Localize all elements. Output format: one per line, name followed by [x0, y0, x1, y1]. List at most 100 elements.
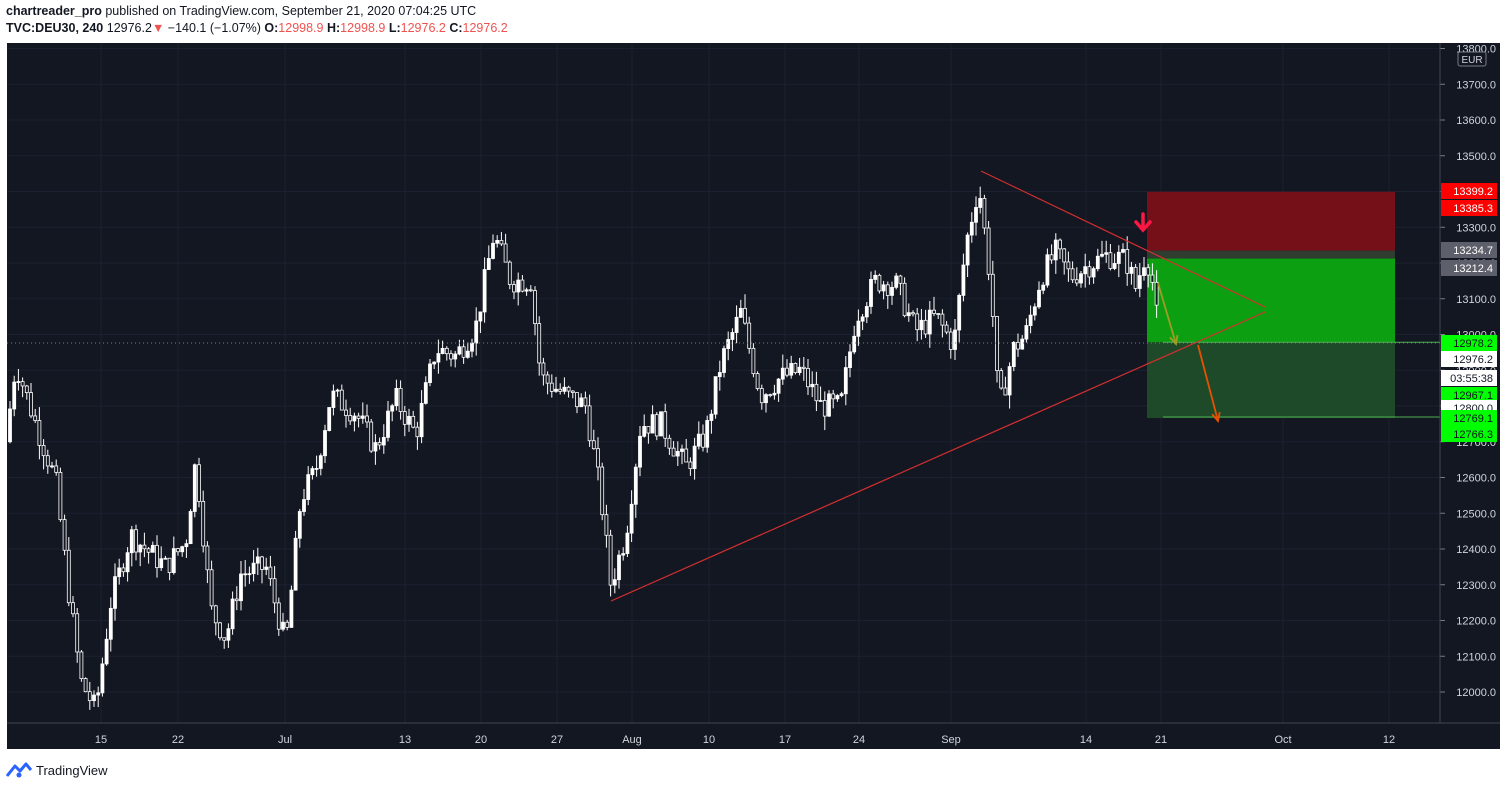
candle-down[interactable] — [29, 392, 33, 417]
candle-up[interactable] — [722, 348, 726, 373]
candle-down[interactable] — [1146, 267, 1151, 276]
candle-up[interactable] — [125, 552, 130, 573]
candle-down[interactable] — [566, 386, 571, 392]
candle-up[interactable] — [352, 415, 357, 422]
candle-up[interactable] — [1028, 314, 1033, 326]
candle-down[interactable] — [79, 651, 84, 679]
candle-up[interactable] — [965, 234, 970, 266]
candle-down[interactable] — [197, 464, 201, 502]
candle-down[interactable] — [923, 319, 928, 335]
candle-down[interactable] — [205, 545, 210, 571]
candle-down[interactable] — [755, 373, 760, 389]
candle-up[interactable] — [1112, 263, 1117, 269]
candle-down[interactable] — [1070, 268, 1075, 281]
candle-down[interactable] — [339, 389, 344, 411]
candle-up[interactable] — [457, 346, 462, 355]
candle-down[interactable] — [911, 312, 915, 315]
candle-up[interactable] — [440, 347, 445, 354]
candle-down[interactable] — [646, 426, 651, 434]
candle-down[interactable] — [461, 346, 466, 358]
projection-arrow-1[interactable] — [1157, 282, 1177, 345]
candle-down[interactable] — [768, 394, 773, 397]
candle-up[interactable] — [818, 400, 823, 402]
candle-up[interactable] — [713, 376, 718, 415]
candle-up[interactable] — [184, 543, 189, 548]
candle-up[interactable] — [335, 389, 340, 392]
candle-up[interactable] — [171, 548, 176, 573]
candle-up[interactable] — [864, 306, 869, 318]
candle-down[interactable] — [528, 289, 533, 292]
candle-down[interactable] — [688, 461, 693, 470]
candle-down[interactable] — [285, 621, 290, 628]
candle-up[interactable] — [419, 402, 424, 438]
candle-down[interactable] — [743, 307, 747, 324]
candle-down[interactable] — [915, 313, 920, 331]
candle-up[interactable] — [180, 546, 185, 553]
symbol-name[interactable]: TVC:DEU30, 240 — [6, 21, 104, 35]
candle-up[interactable] — [890, 286, 894, 296]
candle-up[interactable] — [873, 274, 878, 280]
candle-up[interactable] — [705, 420, 710, 448]
candle-up[interactable] — [848, 351, 852, 368]
candle-up[interactable] — [486, 258, 491, 270]
candle-down[interactable] — [701, 433, 705, 448]
candle-up[interactable] — [327, 407, 332, 431]
candle-down[interactable] — [33, 415, 38, 421]
candle-down[interactable] — [806, 367, 810, 388]
candle-up[interactable] — [138, 544, 143, 553]
take-profit-zone[interactable] — [1147, 258, 1395, 343]
candle-up[interactable] — [12, 381, 17, 410]
candle-down[interactable] — [398, 387, 403, 412]
candle-up[interactable] — [969, 221, 974, 236]
candle-up[interactable] — [810, 383, 815, 388]
candle-up[interactable] — [192, 464, 197, 512]
candle-up[interactable] — [381, 437, 386, 446]
candle-up[interactable] — [314, 468, 319, 470]
candle-down[interactable] — [541, 362, 546, 376]
candle-up[interactable] — [331, 390, 336, 408]
candle-up[interactable] — [1091, 268, 1096, 278]
candle-down[interactable] — [1087, 266, 1092, 278]
candle-up[interactable] — [957, 294, 962, 331]
candle-up[interactable] — [625, 532, 630, 554]
candle-down[interactable] — [1108, 252, 1113, 269]
candle-up[interactable] — [323, 430, 327, 457]
candle-up[interactable] — [1037, 289, 1041, 308]
candle-down[interactable] — [1133, 266, 1138, 289]
candle-up[interactable] — [239, 573, 243, 602]
candle-up[interactable] — [633, 466, 638, 505]
candle-down[interactable] — [512, 284, 516, 293]
candle-down[interactable] — [570, 390, 575, 393]
candle-up[interactable] — [281, 621, 285, 630]
candle-down[interactable] — [503, 243, 508, 263]
position-zones[interactable] — [1147, 191, 1395, 419]
candle-up[interactable] — [243, 573, 248, 576]
candle-up[interactable] — [726, 339, 731, 349]
candle-down[interactable] — [801, 366, 806, 369]
candle-up[interactable] — [289, 589, 294, 628]
candle-down[interactable] — [41, 445, 46, 457]
candle-down[interactable] — [155, 544, 159, 569]
candle-up[interactable] — [1142, 267, 1146, 276]
candle-up[interactable] — [474, 320, 479, 344]
candle-up[interactable] — [617, 554, 621, 581]
candle-up[interactable] — [96, 692, 101, 696]
candle-down[interactable] — [402, 411, 407, 425]
candle-up[interactable] — [293, 537, 298, 591]
candle-down[interactable] — [507, 261, 512, 285]
candle-up[interactable] — [919, 319, 924, 331]
candle-down[interactable] — [499, 240, 504, 245]
candle-up[interactable] — [373, 442, 378, 452]
candle-up[interactable] — [860, 316, 865, 322]
candle-up[interactable] — [188, 511, 193, 545]
candle-up[interactable] — [1095, 255, 1100, 270]
candle-up[interactable] — [163, 557, 168, 560]
drawings[interactable] — [7, 170, 1440, 602]
candle-down[interactable] — [583, 397, 588, 407]
candle-up[interactable] — [302, 499, 306, 512]
candle-up[interactable] — [251, 562, 256, 575]
candle-up[interactable] — [1020, 338, 1025, 350]
candle-up[interactable] — [789, 363, 794, 376]
candle-up[interactable] — [852, 335, 857, 353]
candle-up[interactable] — [360, 415, 365, 419]
